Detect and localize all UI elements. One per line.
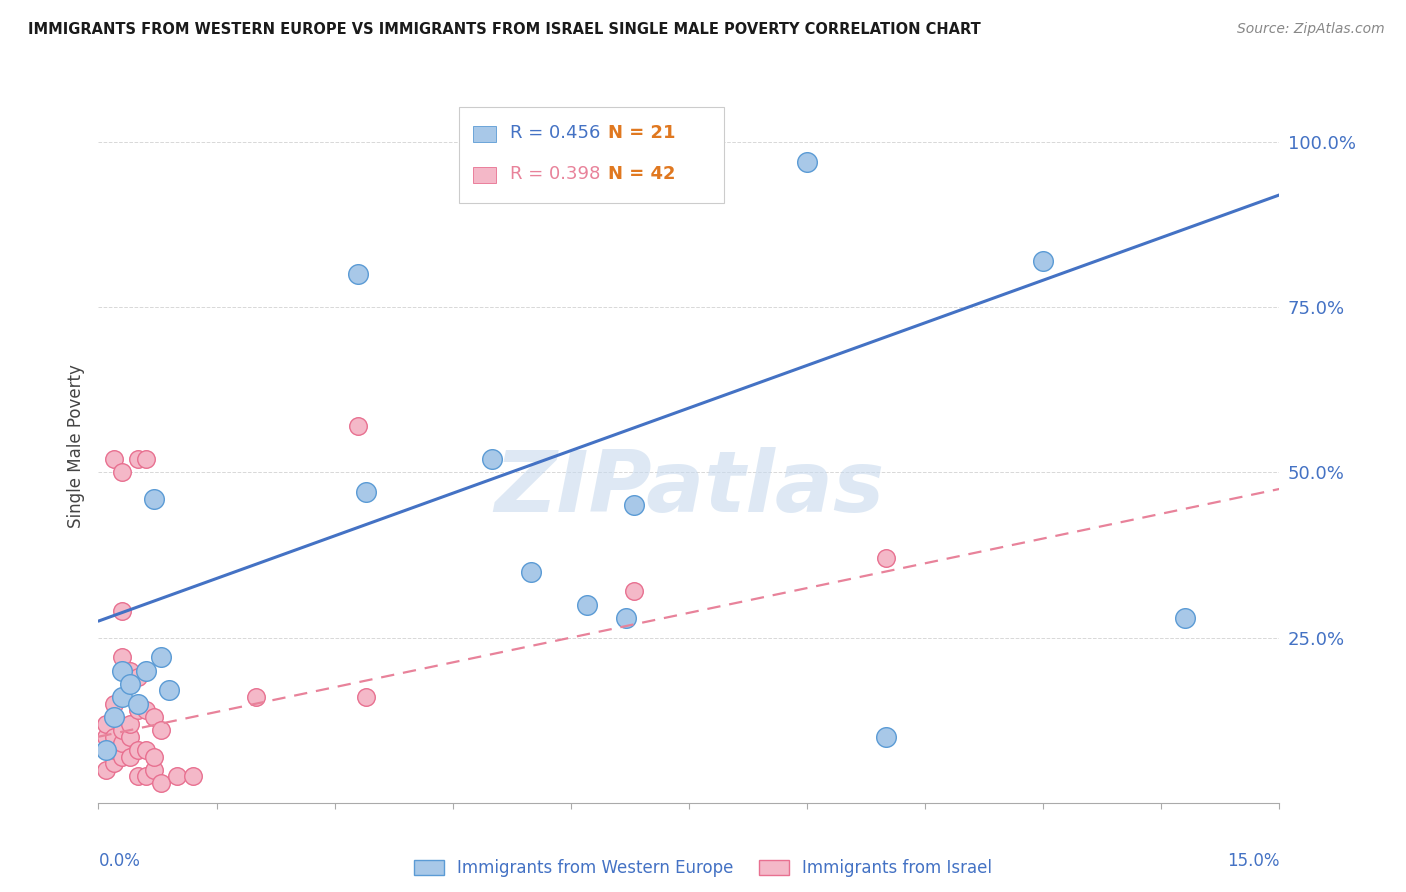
Point (118, 677, 141, 691)
Point (520, 565, 543, 579)
Point (1174, 611, 1197, 625)
Point (96, 743, 118, 757)
Point (796, 154, 818, 169)
Point (103, 697, 125, 711)
Point (181, 769, 204, 783)
Point (118, 730, 141, 744)
Point (142, 491, 165, 506)
Point (135, 743, 157, 757)
Point (875, 551, 897, 566)
Point (111, 690, 134, 704)
Point (135, 664, 157, 678)
Point (614, 611, 637, 625)
Point (135, 703, 157, 717)
Point (127, 769, 149, 783)
Point (354, 485, 377, 500)
Text: 0.0%: 0.0% (98, 852, 141, 870)
Y-axis label: Single Male Poverty: Single Male Poverty (67, 364, 86, 528)
Text: R = 0.456: R = 0.456 (510, 124, 600, 143)
Point (103, 710, 125, 724)
Text: R = 0.398: R = 0.398 (510, 165, 600, 183)
FancyBboxPatch shape (458, 107, 724, 203)
Point (127, 670, 149, 684)
Point (96, 743, 118, 757)
Point (111, 604, 134, 618)
Point (157, 683, 180, 698)
Point (103, 452, 125, 467)
Point (135, 452, 157, 467)
Point (347, 419, 370, 434)
Text: IMMIGRANTS FROM WESTERN EUROPE VS IMMIGRANTS FROM ISRAEL SINGLE MALE POVERTY COR: IMMIGRANTS FROM WESTERN EUROPE VS IMMIGR… (28, 22, 981, 37)
Point (1032, 254, 1054, 268)
Point (135, 769, 157, 783)
Point (127, 703, 149, 717)
Point (150, 723, 173, 738)
Point (111, 723, 134, 738)
Point (575, 598, 598, 612)
FancyBboxPatch shape (472, 167, 496, 183)
Point (150, 776, 173, 790)
Point (127, 697, 149, 711)
Point (623, 499, 645, 513)
Point (111, 466, 134, 480)
Point (623, 584, 645, 599)
Point (103, 710, 125, 724)
Point (111, 736, 134, 750)
Point (96, 763, 118, 777)
Point (142, 763, 165, 777)
Point (96, 716, 118, 731)
Point (118, 664, 141, 678)
FancyBboxPatch shape (472, 127, 496, 142)
Point (127, 743, 149, 757)
Point (875, 730, 897, 744)
Text: N = 21: N = 21 (609, 124, 676, 143)
Point (103, 730, 125, 744)
Point (245, 690, 267, 704)
Point (111, 749, 134, 764)
Point (118, 749, 141, 764)
Point (111, 664, 134, 678)
Point (354, 690, 377, 704)
Text: 15.0%: 15.0% (1227, 852, 1279, 870)
Point (127, 452, 149, 467)
Point (103, 743, 125, 757)
Text: N = 42: N = 42 (609, 165, 676, 183)
Point (481, 452, 503, 467)
Point (96, 730, 118, 744)
Point (118, 716, 141, 731)
Text: Source: ZipAtlas.com: Source: ZipAtlas.com (1237, 22, 1385, 37)
Point (142, 749, 165, 764)
Point (103, 756, 125, 771)
Point (347, 267, 370, 281)
Legend: Immigrants from Western Europe, Immigrants from Israel: Immigrants from Western Europe, Immigran… (408, 853, 998, 884)
Point (142, 710, 165, 724)
Point (111, 650, 134, 665)
Text: ZIPatlas: ZIPatlas (494, 447, 884, 531)
Point (150, 650, 173, 665)
Point (166, 769, 188, 783)
Point (520, 565, 543, 579)
